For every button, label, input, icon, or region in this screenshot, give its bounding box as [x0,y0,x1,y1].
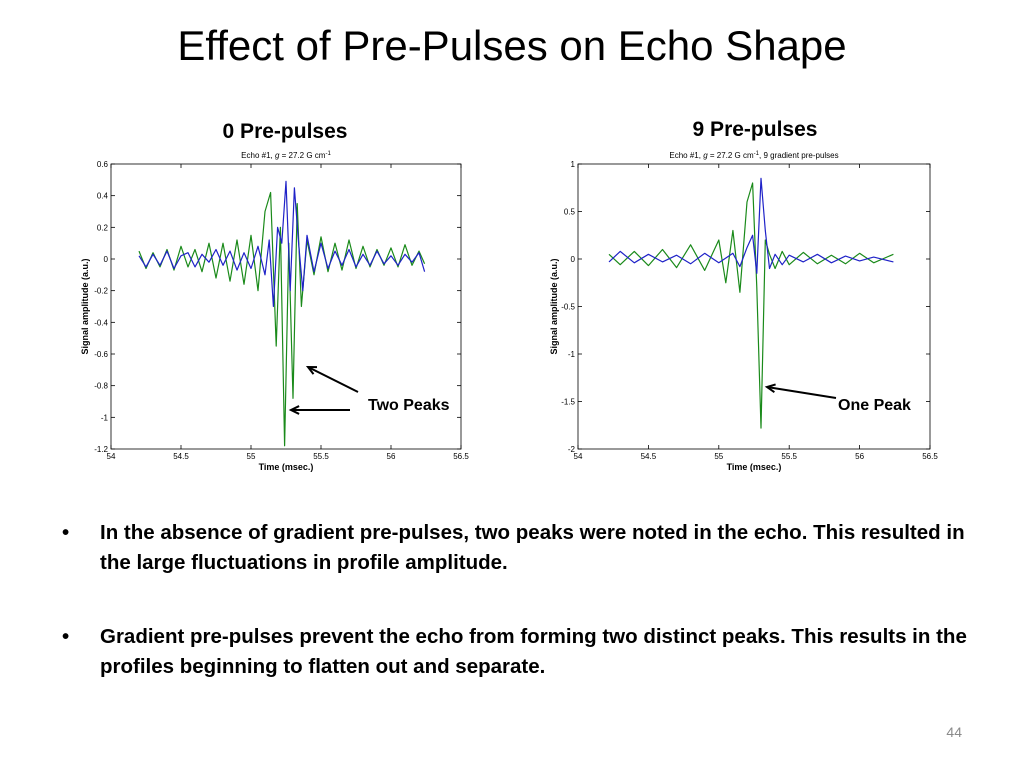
charts-canvas: Echo #1, g = 27.2 G cm-1 54 54.5 55 55.5 56 56… [80,151,938,472]
annotation-arrow [307,366,359,393]
arrowhead-icon [305,365,318,375]
chart-title: Echo #1, g = 27.2 G cm-1, 9 gradient pre… [669,151,838,160]
x-tick-label: 55 [247,452,256,461]
right-panel-heading: 9 Pre-pulses [692,118,818,141]
x-tick-label: 56 [387,452,396,461]
annotation-label: One Peak [838,397,911,414]
annotation-arrow [766,386,837,399]
y-tick-label: -2 [568,445,576,454]
x-tick-label: 56.5 [922,452,938,461]
y-tick-label: -0.8 [94,382,108,391]
y-tick-label: 0 [571,255,576,264]
x-axis-label: Time (msec.) [259,462,314,472]
y-tick-label: 0.4 [97,192,109,201]
x-tick-label: 55.5 [781,452,797,461]
y-tick-label: 0 [104,255,109,264]
page-number: 44 [946,724,962,740]
x-tick-label: 54.5 [641,452,657,461]
slide-title: Effect of Pre-Pulses on Echo Shape [177,22,847,69]
arrowhead-icon [288,405,300,415]
y-tick-label: 0.6 [97,160,109,169]
y-tick-label: -0.5 [561,303,575,312]
y-axis-label: Signal amplitude (a.u.) [549,258,559,354]
x-tick-label: 56.5 [453,452,469,461]
bullet-dot-icon: • [62,521,70,544]
bullet-text: In the absence of gradient pre-pulses, t… [100,521,965,574]
x-tick-label: 54 [574,452,583,461]
y-tick-label: 1 [571,160,576,169]
y-tick-label: -1.2 [94,445,108,454]
bullet-text: Gradient pre-pulses prevent the echo fro… [100,625,967,678]
series-line-blue [138,180,426,308]
x-tick-label: 54.5 [173,452,189,461]
left-panel-heading: 0 Pre-pulses [222,120,348,143]
bullet-dot-icon: • [62,625,70,648]
x-tick-label: 54 [107,452,116,461]
series-line-blue [608,177,894,274]
x-tick-label: 56 [855,452,864,461]
y-tick-label: -0.6 [94,350,108,359]
y-tick-label: -1.5 [561,398,575,407]
y-tick-label: -1 [101,413,109,422]
y-tick-label: 0.5 [564,208,576,217]
annotation-label: Two Peaks [368,397,450,414]
y-axis-label: Signal amplitude (a.u.) [80,258,90,354]
y-tick-label: -0.2 [94,287,108,296]
bullet-list: • In the absence of gradient pre-pulses,… [62,518,982,726]
bullet-item: • In the absence of gradient pre-pulses,… [62,518,982,578]
x-tick-label: 55 [714,452,723,461]
y-tick-label: 0.2 [97,223,109,232]
y-tick-label: -0.4 [94,318,108,327]
x-axis-label: Time (msec.) [727,462,782,472]
chart-title: Echo #1, g = 27.2 G cm-1 [241,151,331,160]
y-tick-label: -1 [568,350,576,359]
arrowhead-icon [764,383,776,393]
bullet-item: • Gradient pre-pulses prevent the echo f… [62,622,982,682]
x-tick-label: 55.5 [313,452,329,461]
